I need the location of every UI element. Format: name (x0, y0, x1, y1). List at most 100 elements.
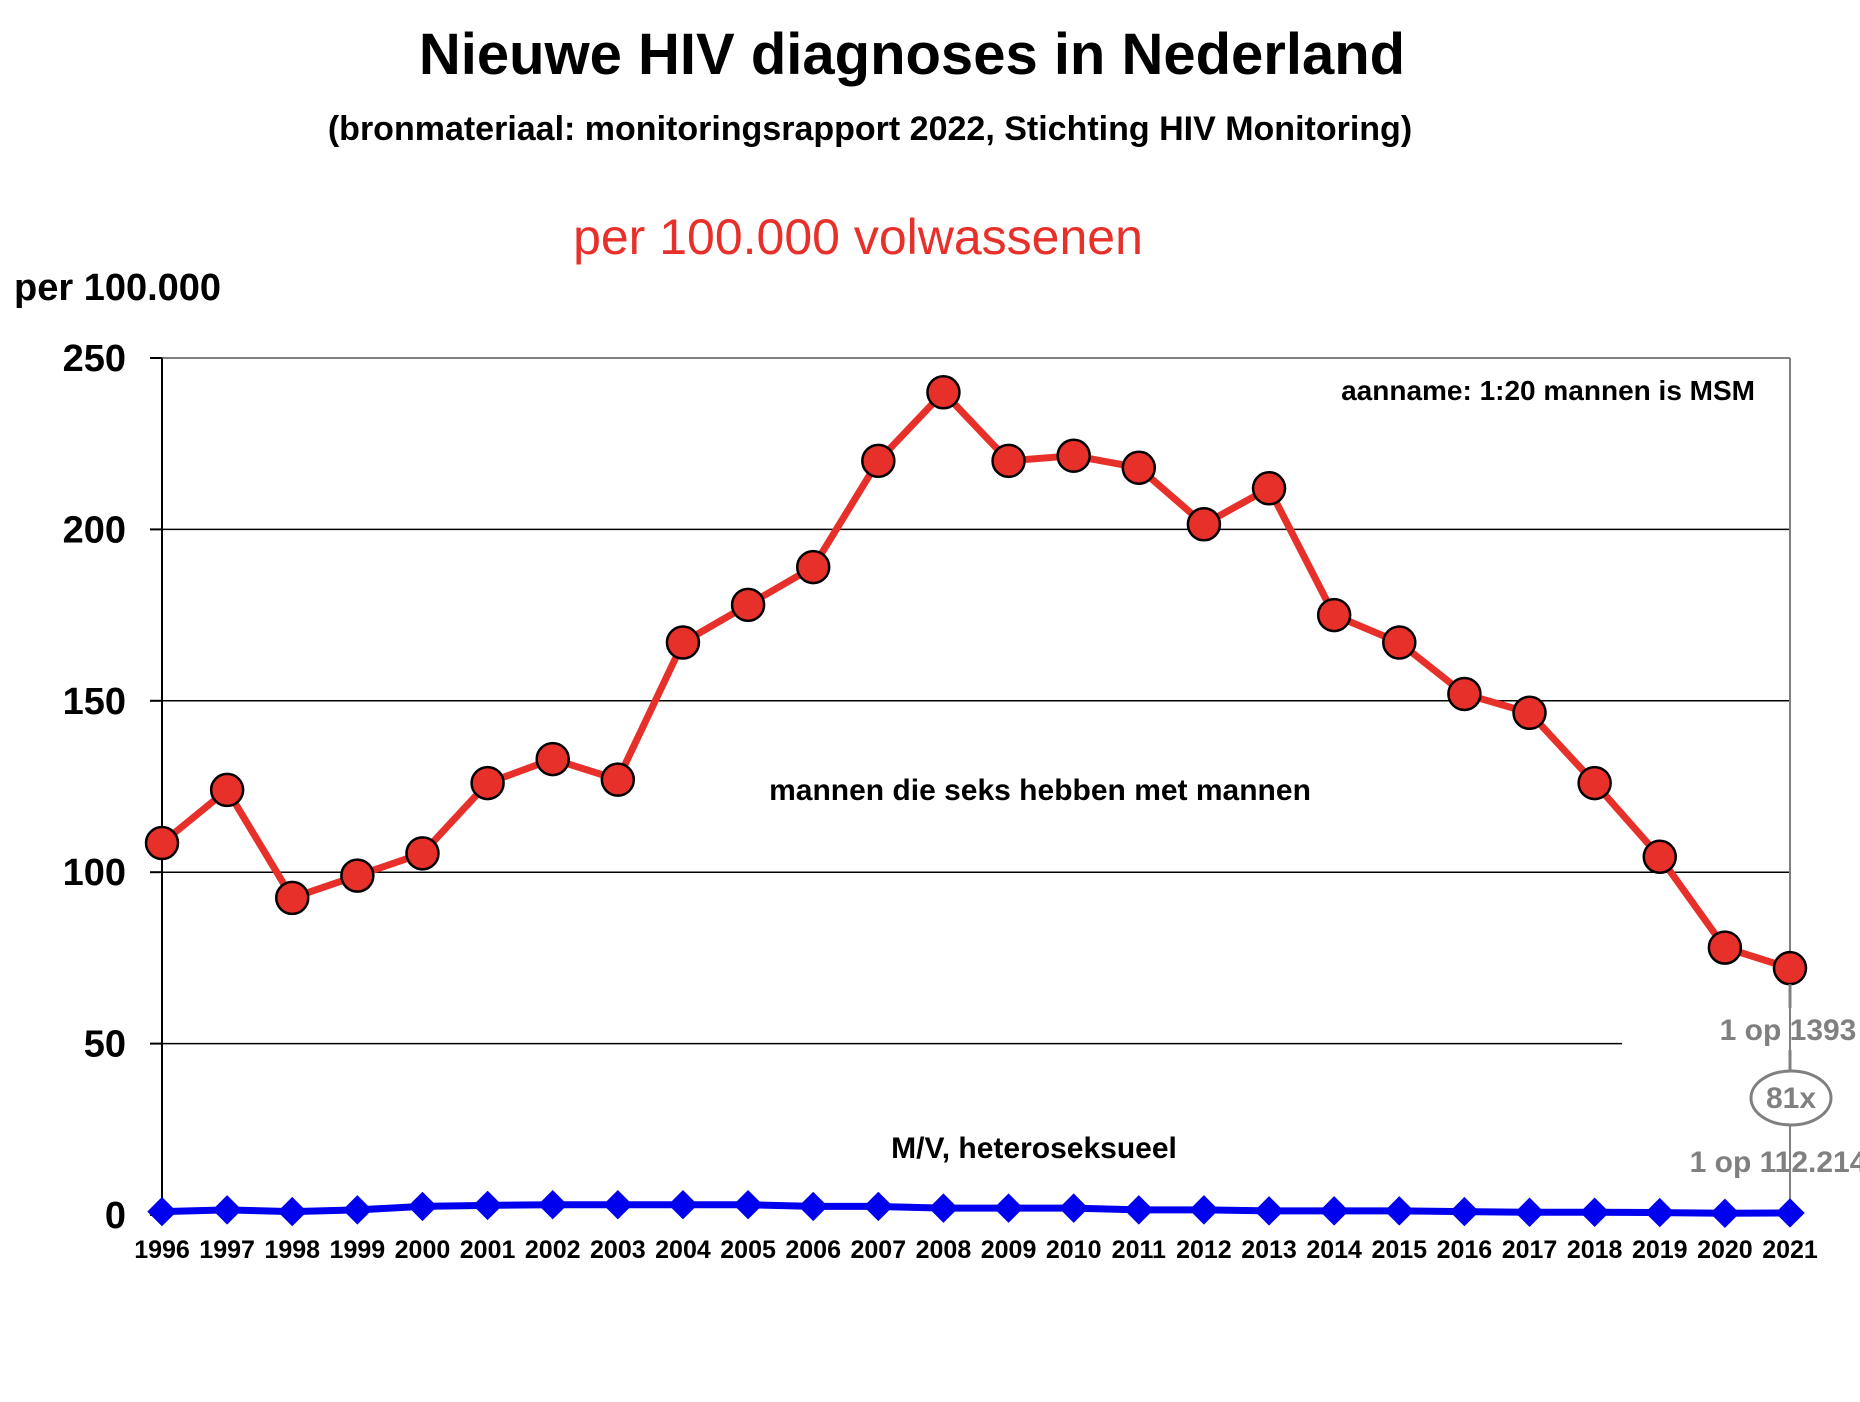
series-line-0 (159, 388, 1792, 972)
data-point (1382, 625, 1417, 660)
y-tick-label: 250 (63, 338, 126, 380)
data-point (795, 549, 831, 585)
data-point (1058, 1193, 1089, 1223)
x-tick-label: 2018 (1567, 1236, 1623, 1264)
x-tick-label: 1996 (134, 1236, 190, 1264)
data-point (147, 1196, 177, 1227)
data-point (209, 772, 245, 808)
data-point (277, 1196, 307, 1227)
data-point (993, 1193, 1024, 1223)
data-point (538, 1190, 568, 1220)
x-tick-label: 2005 (720, 1236, 776, 1264)
data-point (535, 741, 570, 777)
x-tick-label: 2009 (981, 1236, 1037, 1264)
data-point (861, 443, 896, 479)
data-point (1189, 1195, 1219, 1225)
data-point (668, 1190, 698, 1220)
assumption-note: aanname: 1:20 mannen is MSM (1341, 375, 1755, 406)
data-point (1056, 438, 1091, 473)
series-label-hetero: M/V, heteroseksueel (891, 1132, 1177, 1165)
data-point (1707, 930, 1743, 965)
data-point (1384, 1196, 1414, 1226)
chart-subtitle: (bronmateriaal: monitoringsrapport 2022,… (328, 110, 1412, 148)
x-tick-label: 2002 (525, 1236, 581, 1264)
ratio-factor-oval (1749, 1069, 1833, 1127)
data-point (1251, 471, 1287, 506)
data-point (342, 1195, 373, 1225)
data-point (730, 587, 766, 623)
data-point (1710, 1198, 1740, 1228)
data-point (1645, 1197, 1675, 1228)
data-point (603, 1190, 633, 1220)
ratio-factor-label: 81x (1766, 1082, 1816, 1115)
series-group (144, 375, 1808, 1228)
x-tick-label: 2016 (1437, 1236, 1493, 1264)
data-point (472, 1190, 503, 1221)
x-tick-label: 2010 (1046, 1236, 1102, 1264)
data-point (1447, 676, 1482, 712)
x-tick-label: 2007 (851, 1236, 907, 1264)
x-tick-label: 2004 (655, 1236, 711, 1264)
ratio-annotation: 1 op 1393 81x 1 op 112.214 (1690, 984, 1860, 1179)
x-tick-label: 2014 (1306, 1236, 1362, 1264)
x-tick-label: 1999 (330, 1236, 386, 1264)
x-tick-label: 2006 (785, 1236, 841, 1264)
x-tick-label: 2012 (1176, 1236, 1232, 1264)
ratio-bottom-label: 1 op 112.214 (1690, 1146, 1860, 1179)
data-point (1512, 695, 1547, 731)
y-tick-label: 0 (105, 1195, 126, 1237)
data-point (1254, 1196, 1284, 1226)
data-point (600, 762, 636, 797)
x-tick-label: 2015 (1371, 1236, 1427, 1264)
x-tick-label: 2021 (1762, 1236, 1818, 1264)
chart-title: Nieuwe HIV diagnoses in Nederland (419, 22, 1405, 87)
data-point (274, 880, 310, 916)
y-tick-label: 100 (63, 852, 126, 894)
data-point (863, 1191, 894, 1222)
data-point (733, 1190, 763, 1220)
data-point (1319, 1196, 1349, 1226)
x-tick-label: 2001 (460, 1236, 516, 1264)
data-point (798, 1191, 828, 1222)
data-point (212, 1195, 242, 1225)
data-point (926, 375, 961, 410)
data-point (1775, 1198, 1805, 1228)
x-tick-label: 2011 (1112, 1236, 1166, 1264)
x-tick-label: 2008 (916, 1236, 972, 1264)
y-tick-label: 200 (63, 509, 126, 551)
x-tick-label: 1998 (264, 1236, 320, 1264)
data-point (1577, 765, 1612, 801)
x-tick-labels: 1996 1997 1998 1999 2000 2001 2002 2003 2004 2005… (134, 1236, 1818, 1264)
data-point (1449, 1196, 1480, 1227)
data-point (1772, 950, 1808, 986)
data-point (340, 858, 375, 893)
data-point (144, 825, 180, 861)
x-tick-label: 2003 (590, 1236, 646, 1264)
y-tick-labels: 0 50 100 150 200 250 (63, 338, 126, 1237)
data-point (1579, 1197, 1610, 1227)
ratio-top-label: 1 op 1393 (1720, 1014, 1857, 1047)
chart-subtitle-red: per 100.000 volwassenen (573, 209, 1143, 265)
x-tick-label: 1997 (199, 1236, 255, 1264)
x-tick-label: 2017 (1502, 1236, 1558, 1264)
data-point (405, 836, 440, 871)
data-point (1124, 1195, 1154, 1225)
x-tick-label: 2000 (395, 1236, 451, 1264)
data-point (1316, 597, 1352, 633)
data-point (1121, 450, 1157, 485)
x-tick-label: 2019 (1632, 1236, 1688, 1264)
data-point (1186, 507, 1222, 542)
x-tick-label: 2013 (1241, 1236, 1297, 1264)
data-point (407, 1191, 438, 1222)
data-point (928, 1193, 959, 1223)
series-line-1 (161, 1201, 1791, 1217)
grid-lines (162, 528, 1790, 1045)
data-point (991, 443, 1026, 479)
y-tick-label: 50 (84, 1024, 126, 1066)
y-axis-label: per 100.000 (14, 267, 221, 309)
data-point (1514, 1197, 1545, 1227)
data-point (665, 625, 701, 660)
x-tick-label: 2020 (1697, 1236, 1753, 1264)
series-label-msm: mannen die seks hebben met mannen (769, 774, 1311, 807)
